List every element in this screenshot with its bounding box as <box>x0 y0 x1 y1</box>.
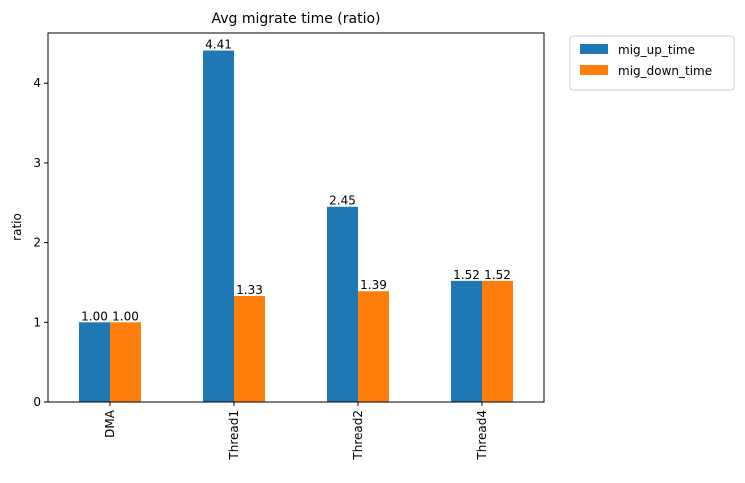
y-tick-label: 0 <box>33 395 41 409</box>
bar-value-label: 1.52 <box>484 268 511 282</box>
bar-mig_down_time-Thread2 <box>358 291 389 402</box>
legend-swatch-mig_up_time <box>580 44 608 54</box>
bar-value-label: 1.00 <box>112 309 139 323</box>
bar-mig_down_time-DMA <box>110 322 141 402</box>
bar-value-label: 4.41 <box>205 38 232 52</box>
bar-value-label: 1.33 <box>236 283 263 297</box>
bar-value-label: 1.00 <box>81 309 108 323</box>
bar-value-label: 1.52 <box>453 268 480 282</box>
x-tick-label: Thread1 <box>227 410 241 461</box>
legend-label-mig_up_time: mig_up_time <box>618 43 695 57</box>
legend-box <box>569 35 735 91</box>
bar-mig_down_time-Thread1 <box>234 296 265 402</box>
y-axis-label: ratio <box>10 213 24 241</box>
x-tick-label: Thread4 <box>475 410 489 461</box>
plot-frame <box>47 32 545 403</box>
legend-label-mig_down_time: mig_down_time <box>618 64 712 78</box>
bar-value-label: 1.39 <box>360 278 387 292</box>
bar-value-label: 2.45 <box>329 194 356 208</box>
bar-mig_down_time-Thread4 <box>482 280 513 402</box>
bar-mig_up_time-Thread4 <box>451 280 482 402</box>
x-tick-label: DMA <box>103 409 117 438</box>
legend: mig_up_time mig_down_time <box>569 35 735 91</box>
y-tick-label: 3 <box>33 156 41 170</box>
legend-swatch-mig_down_time <box>580 65 608 75</box>
y-tick-label: 1 <box>33 315 41 329</box>
x-tick-label: Thread2 <box>351 410 365 461</box>
plot-area: 1.00 1.00 4.41 1.33 2.45 1.39 1.52 1.52 0 1 2 3 4 DMA… <box>33 32 545 461</box>
bar-mig_up_time-Thread2 <box>327 206 358 402</box>
bar-mig_up_time-DMA <box>79 322 110 402</box>
y-tick-label: 4 <box>33 76 41 90</box>
y-tick-label: 2 <box>33 236 41 250</box>
chart-title: Avg migrate time (ratio) <box>212 11 381 27</box>
bar-mig_up_time-Thread1 <box>203 50 234 402</box>
